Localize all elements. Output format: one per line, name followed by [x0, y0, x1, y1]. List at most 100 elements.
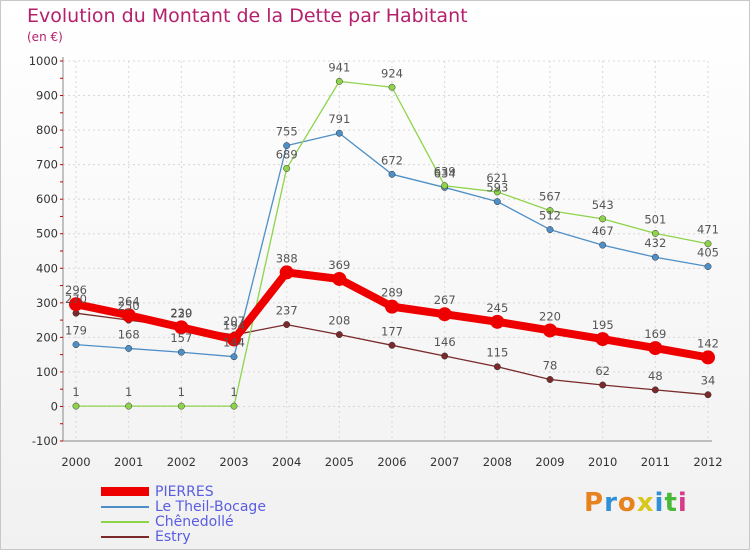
data-labels: 296 264 229 194 388 369 289 267 245 220 195 169 142 1…: [65, 60, 719, 399]
data-label-pierres: 245: [486, 301, 508, 315]
x-tick-label: 2004: [272, 455, 301, 469]
legend-swatch-le-theil-bocage: [101, 505, 149, 508]
x-tick-label: 2005: [325, 455, 354, 469]
data-point-pierres: [69, 297, 83, 312]
data-point-pierres: [490, 314, 505, 329]
legend-label-le-theil-bocage: Le Theil-Bocage: [155, 498, 266, 515]
data-label-estry: 230: [170, 306, 192, 320]
data-point-le-theil-bocage: [493, 198, 501, 206]
data-point-le-theil-bocage: [546, 226, 554, 234]
data-point-ch-nedoll-: [177, 402, 185, 410]
data-label-ch-nedoll-: 639: [434, 165, 456, 179]
data-point-pierres: [701, 350, 715, 365]
chart-subtitle: (en €): [27, 30, 63, 44]
data-point-estry: [388, 341, 396, 349]
data-label-estry: 250: [118, 299, 140, 313]
data-point-pierres: [648, 341, 663, 356]
data-point-estry: [546, 376, 554, 383]
data-label-ch-nedoll-: 501: [644, 212, 666, 226]
legend-swatch-chenedolle: [101, 520, 149, 523]
data-label-le-theil-bocage: 634: [434, 166, 456, 180]
y-tick-label: 400: [36, 261, 58, 275]
data-point-estry: [283, 321, 291, 329]
legend-item-chenedolle: Chênedollé: [101, 513, 266, 530]
data-label-ch-nedoll-: 1: [72, 385, 79, 399]
y-tick-label: 300: [36, 296, 58, 310]
data-point-le-theil-bocage: [335, 129, 343, 137]
data-point-le-theil-bocage: [125, 344, 133, 352]
y-tick-label: 0: [51, 399, 58, 413]
data-point-pierres: [279, 265, 294, 280]
x-tick-label: 2002: [167, 455, 196, 469]
data-point-estry: [704, 391, 712, 399]
data-label-estry: 270: [65, 292, 87, 306]
data-label-ch-nedoll-: 1: [230, 385, 237, 399]
data-point-pierres: [227, 332, 241, 347]
data-point-estry: [335, 331, 343, 339]
legend-item-estry: Estry: [101, 529, 266, 545]
data-point-estry: [441, 352, 449, 360]
data-label-estry: 237: [276, 304, 298, 318]
chart-title: Evolution du Montant de la Dette par Hab…: [27, 5, 468, 27]
data-point-le-theil-bocage: [283, 142, 291, 150]
data-label-le-theil-bocage: 144: [223, 336, 245, 350]
data-label-pierres: 169: [644, 327, 666, 341]
x-tick-label: 2000: [61, 455, 90, 469]
data-point-ch-nedoll-: [651, 229, 659, 237]
x-tick-label: 2007: [430, 455, 459, 469]
data-point-pierres: [332, 271, 347, 286]
y-tick-label: 500: [36, 227, 58, 241]
x-tick-label: 2006: [377, 455, 406, 469]
data-point-le-theil-bocage: [704, 263, 712, 270]
data-label-pierres: 220: [539, 309, 561, 323]
data-label-ch-nedoll-: 1: [125, 385, 132, 399]
data-label-le-theil-bocage: 791: [328, 112, 350, 126]
y-tick-label: 100: [36, 365, 58, 379]
data-point-le-theil-bocage: [651, 253, 659, 261]
data-point-estry: [651, 386, 659, 394]
legend-label-pierres: PIERRES: [155, 483, 214, 500]
y-tick-label: 700: [36, 158, 58, 172]
data-point-pierres: [385, 299, 399, 314]
data-label-estry: 78: [543, 359, 558, 373]
y-tick-label: 900: [36, 89, 58, 103]
x-tick-label: 2008: [483, 455, 512, 469]
legend-item-pierres: PIERRES: [101, 483, 266, 500]
data-label-pierres: 229: [170, 306, 192, 320]
proxiti-logo: Proxiti: [584, 488, 688, 518]
data-label-le-theil-bocage: 168: [118, 327, 140, 341]
data-label-estry: 207: [223, 314, 245, 328]
data-label-le-theil-bocage: 672: [381, 153, 403, 167]
data-point-ch-nedoll-: [72, 402, 80, 410]
data-point-ch-nedoll-: [335, 77, 343, 85]
data-label-le-theil-bocage: 593: [486, 181, 508, 195]
data-point-ch-nedoll-: [704, 240, 712, 248]
data-label-le-theil-bocage: 179: [65, 324, 87, 338]
legend-swatch-pierres: [101, 487, 149, 496]
data-label-pierres: 388: [276, 251, 298, 265]
data-point-le-theil-bocage: [599, 241, 607, 249]
data-point-ch-nedoll-: [493, 188, 501, 196]
data-label-ch-nedoll-: 1: [178, 385, 185, 399]
data-label-pierres: 264: [118, 294, 140, 308]
data-label-le-theil-bocage: 755: [276, 125, 298, 139]
x-tick-label: 2003: [219, 455, 248, 469]
data-label-pierres: 142: [697, 336, 719, 350]
data-point-le-theil-bocage: [177, 348, 185, 356]
data-point-ch-nedoll-: [388, 83, 396, 91]
legend-item-le-theil-bocage: Le Theil-Bocage: [101, 498, 266, 515]
data-point-ch-nedoll-: [441, 182, 449, 190]
y-tick-label: 1000: [29, 54, 58, 68]
grid: [63, 60, 709, 442]
data-point-le-theil-bocage: [230, 353, 238, 361]
data-label-le-theil-bocage: 157: [170, 331, 192, 345]
data-point-pierres: [174, 320, 189, 335]
data-label-estry: 115: [486, 346, 508, 360]
data-point-estry: [599, 381, 607, 389]
data-label-estry: 177: [381, 324, 403, 338]
x-tick-label: 2001: [114, 455, 143, 469]
y-tick-label: -100: [32, 434, 58, 448]
data-label-ch-nedoll-: 621: [486, 171, 508, 185]
legend-label-chenedolle: Chênedollé: [155, 513, 234, 530]
data-label-pierres: 289: [381, 286, 403, 300]
